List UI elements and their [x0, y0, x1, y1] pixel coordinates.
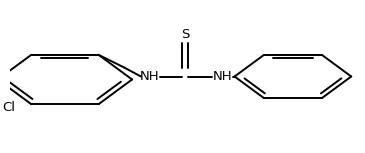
Text: NH: NH	[212, 70, 232, 83]
Text: S: S	[181, 28, 189, 41]
Text: Cl: Cl	[3, 101, 15, 114]
Text: NH: NH	[140, 70, 160, 83]
